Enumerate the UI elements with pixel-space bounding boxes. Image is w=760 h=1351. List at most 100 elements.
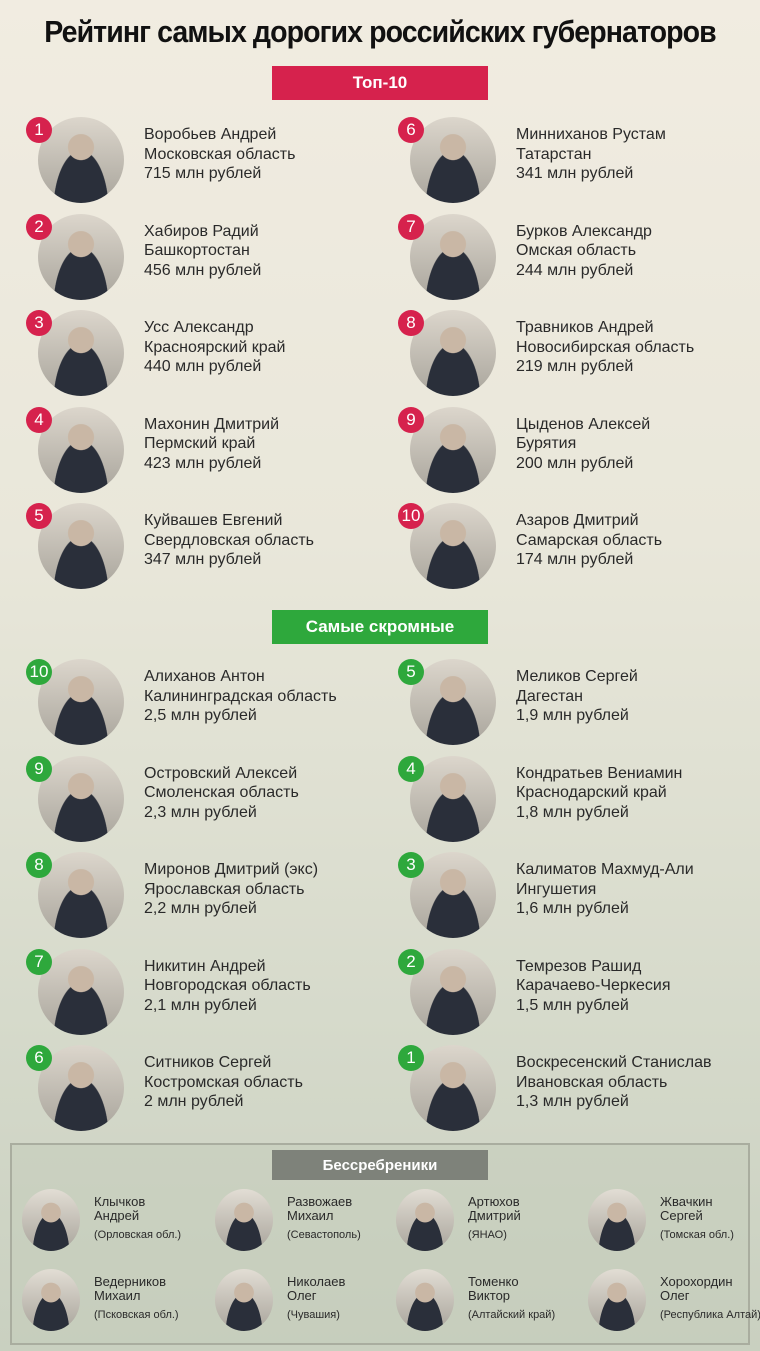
governor-card: 6 Ситников Сергей Костромская область 2 млн… xyxy=(26,1045,386,1137)
rank-badge: 6 xyxy=(398,117,424,143)
governor-info: Калиматов Махмуд-Али Ингушетия 1,6 млн руб… xyxy=(516,860,694,919)
governor-info: Жвачкин Сергей (Томская обл.) xyxy=(660,1195,734,1242)
governor-amount: 1,6 млн рублей xyxy=(516,900,629,917)
governor-card: 6 Минниханов Рустам Татарстан 341 млн рубле… xyxy=(398,117,758,209)
rank-badge: 1 xyxy=(398,1045,424,1071)
governor-info: Миронов Дмитрий (экс) Ярославская область… xyxy=(144,860,318,919)
governor-amount: 2,1 млн рублей xyxy=(144,996,257,1014)
governor-info: Бурков Александр Омская область 244 млн ру… xyxy=(516,222,652,281)
governor-amount: 244 млн рублей xyxy=(516,261,634,279)
governor-amount: 1,9 млн рублей xyxy=(516,707,629,724)
governor-photo xyxy=(38,406,124,493)
governor-photo xyxy=(38,659,124,745)
governor-first-name: Виктор xyxy=(468,1288,511,1303)
governor-name: Темрезов Рашид xyxy=(516,957,642,975)
governor-card: 8 Миронов Дмитрий (экс) Ярославская област… xyxy=(26,852,386,944)
rank-badge: 4 xyxy=(398,755,424,782)
governor-amount: 2 млн рублей xyxy=(144,1093,244,1110)
governor-first-name: Олег xyxy=(660,1288,690,1303)
governor-info: Развожаев Михаил (Севастополь) xyxy=(287,1195,361,1242)
governor-name: Ситников Сергей xyxy=(144,1054,272,1071)
governor-region: (Томская обл.) xyxy=(660,1229,734,1241)
governor-amount: 174 млн рублей xyxy=(516,551,634,568)
governor-name: Минниханов Рустам xyxy=(516,126,666,143)
governor-surname: Жвачкин xyxy=(660,1194,713,1209)
governor-photo xyxy=(410,948,496,1035)
top10-header: Топ-10 xyxy=(272,66,488,100)
governor-region: Ярославская область xyxy=(144,880,305,898)
governor-amount: 715 млн рублей xyxy=(144,165,262,182)
governor-surname: Хорохордин xyxy=(660,1274,733,1289)
governor-name: Меликов Сергей xyxy=(516,668,638,685)
governor-photo xyxy=(396,1269,454,1331)
governor-amount: 219 млн рублей xyxy=(516,358,634,375)
governor-region: Бурятия xyxy=(516,435,577,452)
rank-badge: 7 xyxy=(398,213,424,240)
governor-info: Хорохордин Олег (Республика Алтай) xyxy=(660,1275,760,1322)
rank-badge: 10 xyxy=(398,503,424,529)
governor-info: Воскресенский Станислав Ивановская област… xyxy=(516,1053,712,1112)
rank-badge: 4 xyxy=(26,406,52,433)
governor-name: Алиханов Антон xyxy=(144,668,265,685)
governor-info: Травников Андрей Новосибирская область 219… xyxy=(516,318,694,377)
governor-photo xyxy=(410,852,496,938)
governor-region: Смоленская область xyxy=(144,784,299,801)
governor-region: (Севастополь) xyxy=(287,1229,361,1241)
governor-name: Воробьев Андрей xyxy=(144,126,277,143)
modest-header: Самые скромные xyxy=(272,610,488,644)
governor-card: 7 Никитин Андрей Новгородская область 2,1 м… xyxy=(26,948,386,1041)
governor-region: Карачаево-Черкесия xyxy=(516,977,671,994)
governor-region: Ивановская область xyxy=(516,1073,668,1091)
page-title: Рейтинг самых дорогих российских губерна… xyxy=(44,14,716,49)
governor-photo xyxy=(38,117,124,203)
governor-region: (Чувашия) xyxy=(287,1309,340,1321)
governor-photo xyxy=(38,948,124,1035)
governor-photo xyxy=(410,755,496,842)
governor-card: 8 Травников Андрей Новосибирская область 21… xyxy=(398,310,758,402)
governor-region: (Орловская обл.) xyxy=(94,1229,182,1241)
governor-photo xyxy=(588,1269,646,1331)
governor-photo xyxy=(22,1269,80,1331)
governor-info: Куйвашев Евгений Свердловская область 347 … xyxy=(144,511,314,570)
governor-region: Свердловская область xyxy=(144,531,314,549)
governor-amount: 440 млн рублей xyxy=(144,358,262,375)
governor-region: Московская область xyxy=(144,145,296,163)
governor-photo xyxy=(38,310,124,396)
governor-amount: 1,3 млн рублей xyxy=(516,1093,629,1110)
rank-badge: 9 xyxy=(398,406,424,433)
governor-photo xyxy=(410,406,496,493)
governor-region: Башкортостан xyxy=(144,242,250,259)
rank-badge: 7 xyxy=(26,948,52,975)
governor-photo xyxy=(22,1189,80,1251)
governor-name: Никитин Андрей xyxy=(144,957,266,975)
governor-card: 9 Островский Алексей Смоленская область 2,3… xyxy=(26,755,386,848)
free-header: Бессребреники xyxy=(272,1150,488,1180)
rank-badge: 3 xyxy=(26,310,52,336)
governor-info: Меликов Сергей Дагестан 1,9 млн рублей xyxy=(516,667,638,726)
governor-info: Кондратьев Вениамин Краснодарский край 1,8… xyxy=(516,764,682,823)
governor-first-name: Сергей xyxy=(660,1208,703,1223)
rank-badge: 10 xyxy=(26,659,52,685)
governor-photo xyxy=(588,1189,646,1251)
governor-name: Махонин Дмитрий xyxy=(144,415,280,433)
free-governor-card: Развожаев Михаил (Севастополь) xyxy=(215,1189,395,1259)
governor-region: Омская область xyxy=(516,242,637,259)
governor-name: Воскресенский Станислав xyxy=(516,1054,712,1071)
governor-card: 3 Калиматов Махмуд-Али Ингушетия 1,6 млн ру… xyxy=(398,852,758,944)
governor-info: Воробьев Андрей Московская область 715 млн… xyxy=(144,125,295,184)
governor-region: Новосибирская область xyxy=(516,338,695,356)
governor-info: Махонин Дмитрий Пермский край 423 млн рубл… xyxy=(144,415,279,474)
governor-region: Самарская область xyxy=(516,531,663,549)
governor-photo xyxy=(38,852,124,938)
governor-card: 1 Воскресенский Станислав Ивановская облас… xyxy=(398,1045,758,1137)
governor-surname: Клычков xyxy=(94,1194,146,1209)
governor-photo xyxy=(215,1269,273,1331)
rank-badge: 2 xyxy=(398,948,424,975)
governor-card: 4 Махонин Дмитрий Пермский край 423 млн руб… xyxy=(26,406,386,499)
free-governor-card: Артюхов Дмитрий (ЯНАО) xyxy=(396,1189,576,1259)
governor-info: Минниханов Рустам Татарстан 341 млн рублей xyxy=(516,125,666,184)
governor-name: Калиматов Махмуд-Али xyxy=(516,861,694,878)
governor-surname: Томенко xyxy=(468,1274,519,1289)
governor-name: Цыденов Алексей xyxy=(516,415,651,433)
governor-name: Куйвашев Евгений xyxy=(144,512,283,529)
